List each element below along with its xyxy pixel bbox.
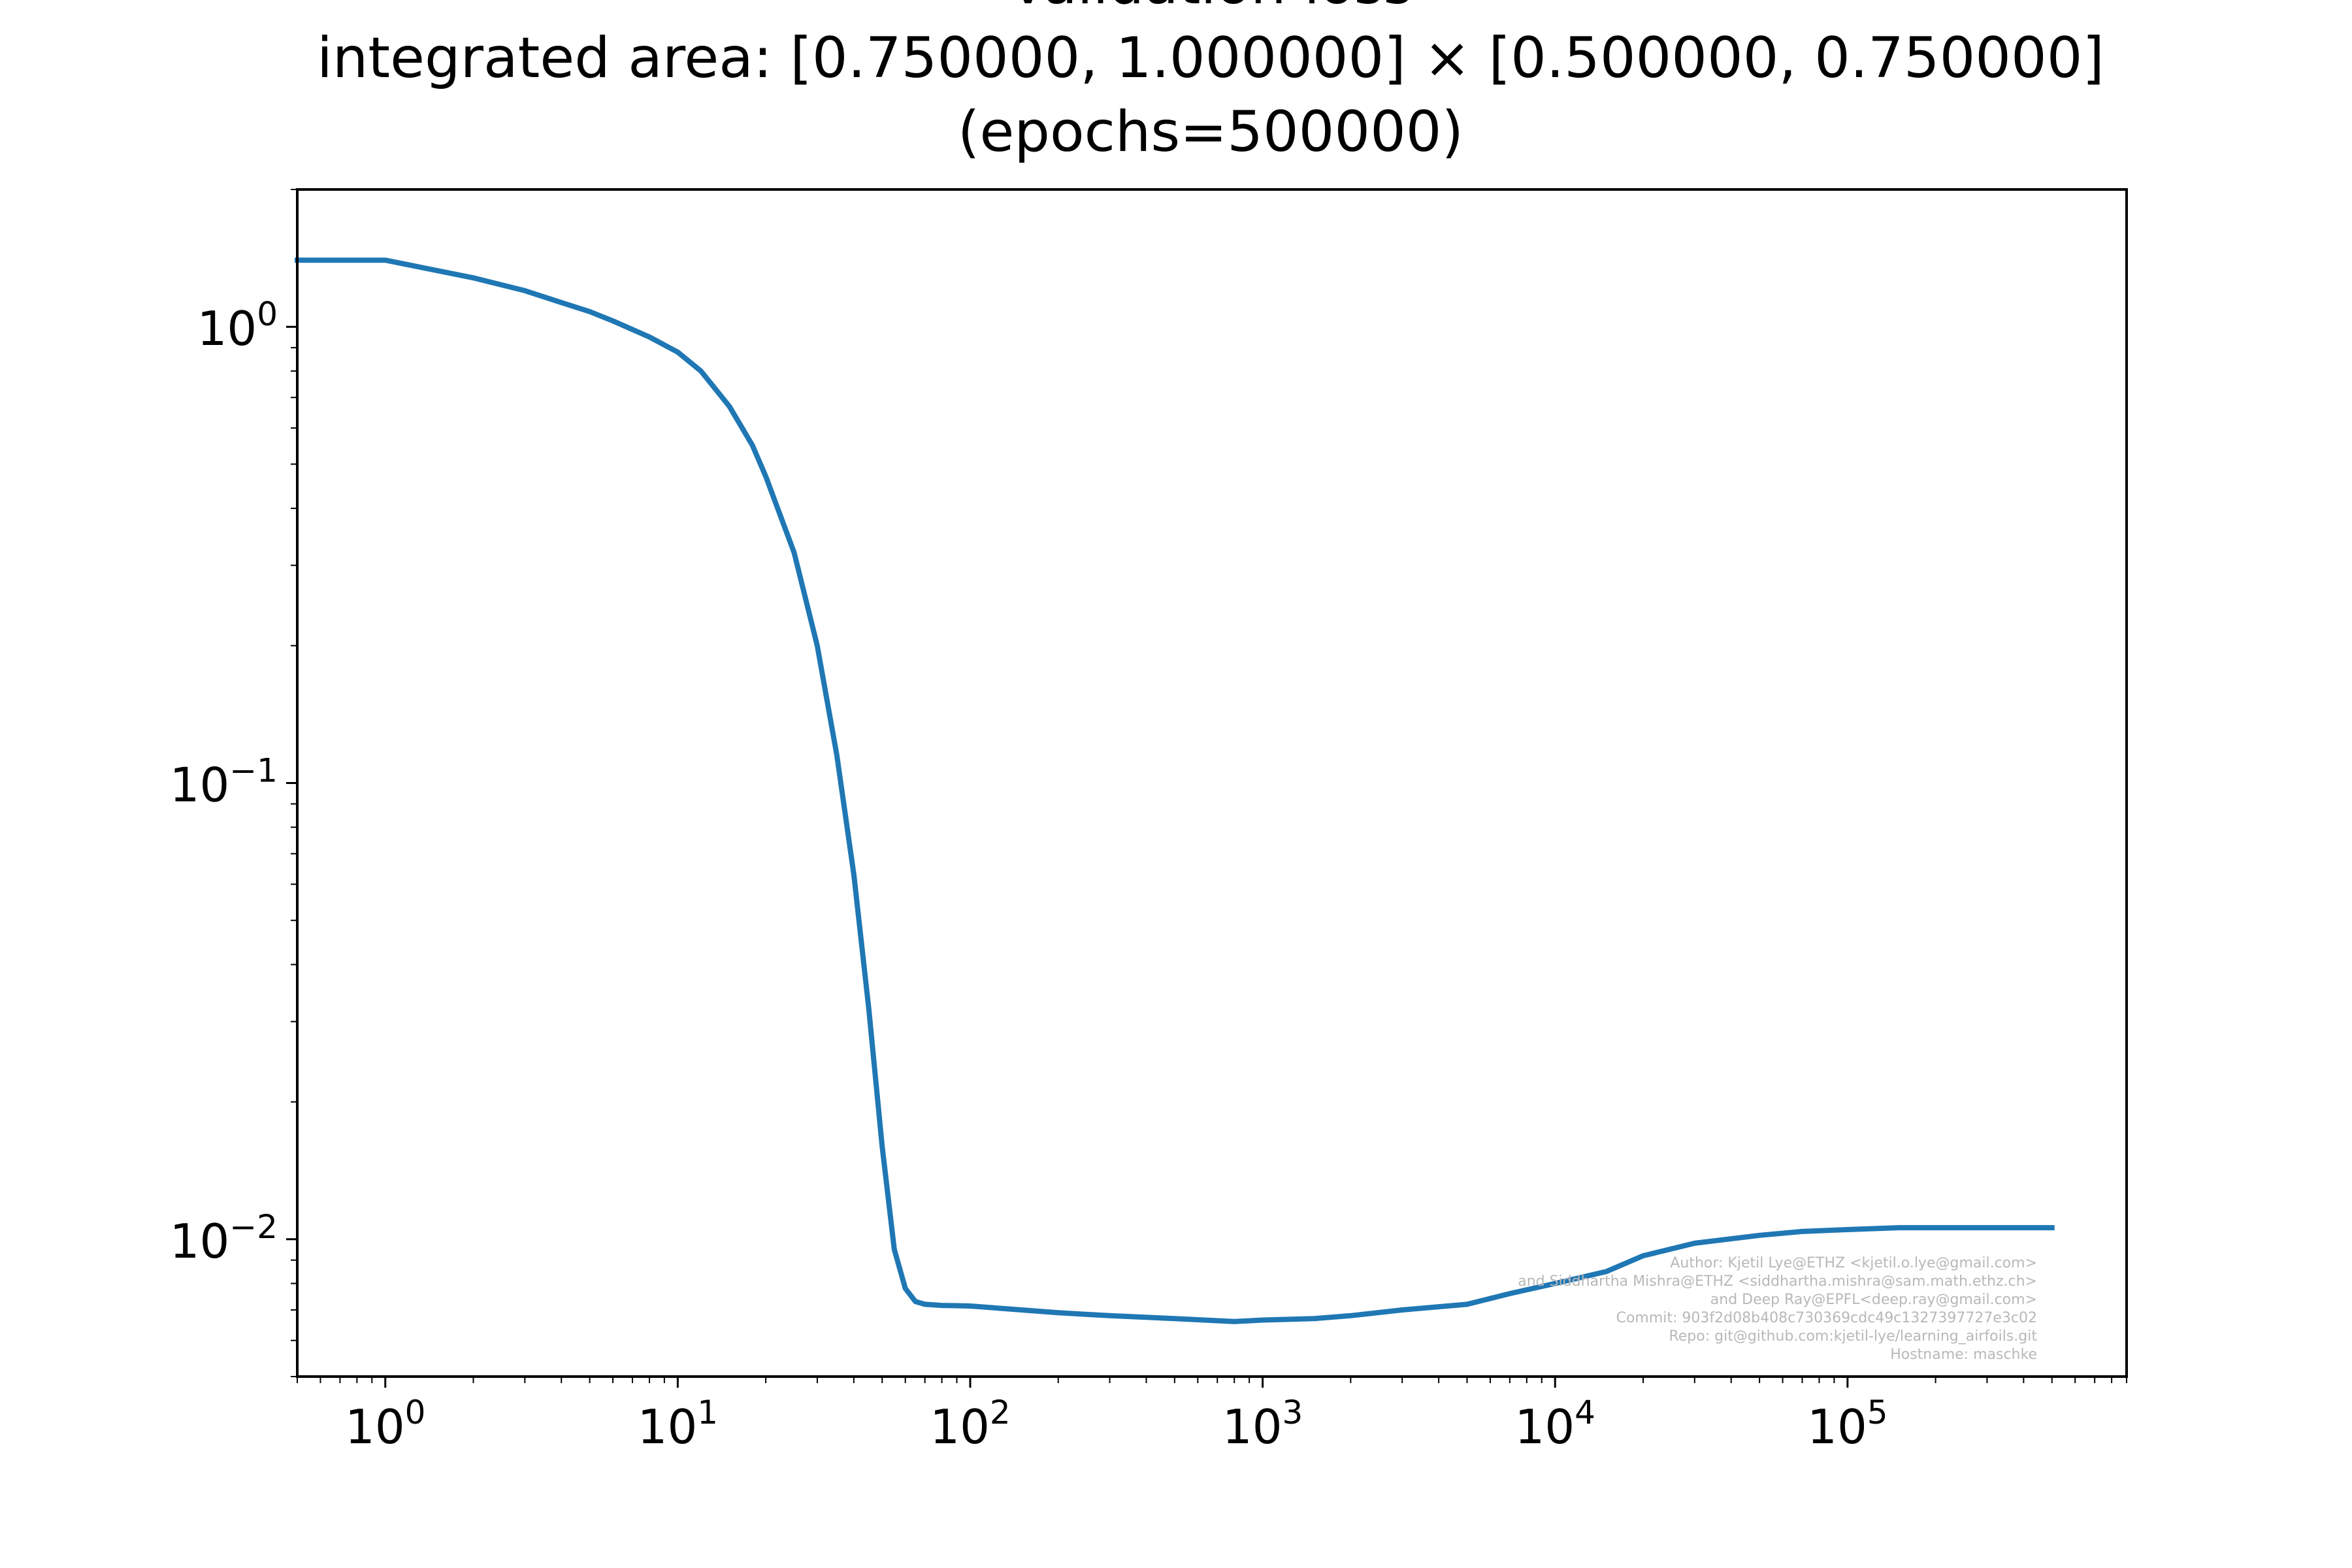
x-tick-label: 103	[1222, 1394, 1303, 1454]
title-line-3: (epochs=500000)	[958, 99, 1463, 165]
title-line-2: integrated area: [0.750000, 1.000000] × …	[317, 25, 2104, 91]
watermark-line: Author: Kjetil Lye@ETHZ <kjetil.o.lye@gm…	[1670, 1255, 2037, 1271]
x-tick-label: 101	[638, 1394, 718, 1454]
x-tick-label: 104	[1515, 1394, 1595, 1454]
watermark-line: Repo: git@github.com:kjetil-lye/learning…	[1669, 1328, 2037, 1345]
chart-title: Validation loss integrated area: [0.7500…	[317, 0, 2104, 165]
y-tick-label: 10−1	[170, 752, 278, 813]
watermark-line: Hostname: maschke	[1890, 1347, 2037, 1363]
watermark-line: and Deep Ray@EPFL<deep.ray@gmail.com>	[1710, 1292, 2037, 1308]
watermark: Author: Kjetil Lye@ETHZ <kjetil.o.lye@gm…	[1518, 1255, 2037, 1363]
watermark-line: and Siddhartha Mishra@ETHZ <siddhartha.m…	[1518, 1273, 2037, 1290]
title-line-1: Validation loss	[1009, 0, 1413, 17]
y-tick-label: 10−2	[170, 1208, 278, 1269]
x-tick-label: 105	[1807, 1394, 1887, 1454]
watermark-line: Commit: 903f2d08b408c730369cdc49c1327397…	[1616, 1310, 2037, 1326]
series-line	[295, 257, 2055, 1324]
y-tick-label: 100	[197, 295, 278, 356]
axis-ticks: 100 101 102 103 104 105 100 10−1 10−2	[170, 189, 2127, 1454]
x-tick-label: 102	[930, 1394, 1010, 1454]
x-tick-label: 100	[345, 1394, 425, 1454]
